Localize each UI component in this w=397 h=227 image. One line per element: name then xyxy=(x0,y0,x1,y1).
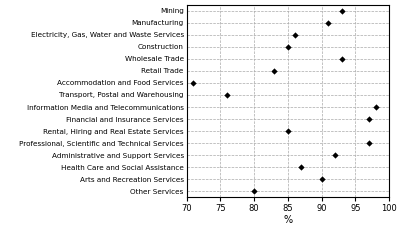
X-axis label: %: % xyxy=(283,215,292,225)
